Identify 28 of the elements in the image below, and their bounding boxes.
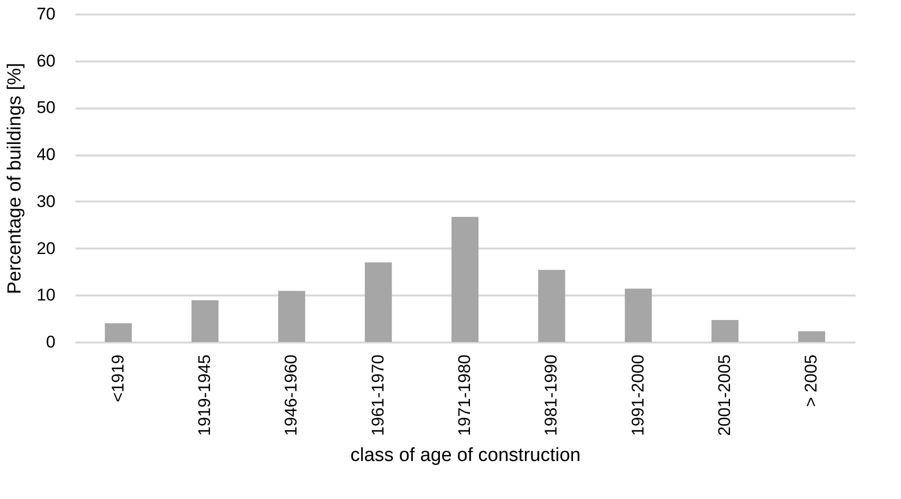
x-axis-title: class of age of construction: [350, 444, 581, 466]
bar: [364, 262, 392, 342]
bar: [104, 323, 132, 342]
y-tick-label: 20: [36, 238, 56, 258]
y-tick-label: 0: [46, 332, 56, 352]
x-tick-label: 1919-1945: [195, 354, 214, 436]
y-tick-label: 40: [36, 145, 56, 164]
bar: [624, 288, 652, 342]
y-tick-label: 30: [36, 192, 56, 211]
y-axis-title: Percentage of buildings [%]: [4, 62, 26, 294]
y-tick-label: 50: [36, 98, 56, 118]
x-tick-label: 1991-2000: [628, 354, 648, 436]
x-tick-label: > 2005: [802, 354, 821, 407]
y-tick-label: 10: [36, 286, 56, 305]
x-tick-label: 1971-1980: [455, 354, 474, 436]
x-tick-label: 1946-1960: [282, 354, 301, 436]
bar: [452, 216, 478, 342]
x-tick-label: 2001-2005: [715, 354, 734, 436]
x-tick-label: 1961-1970: [368, 354, 388, 436]
y-tick-label: 60: [36, 51, 56, 70]
y-tick-label: 70: [36, 4, 56, 24]
bar: [712, 320, 738, 342]
x-tick-label: <1919: [108, 354, 128, 402]
bar: [278, 290, 306, 342]
bar: [798, 331, 826, 342]
bar: [538, 270, 566, 342]
x-tick-label: 1981-1990: [542, 354, 561, 436]
bar: [192, 300, 218, 342]
